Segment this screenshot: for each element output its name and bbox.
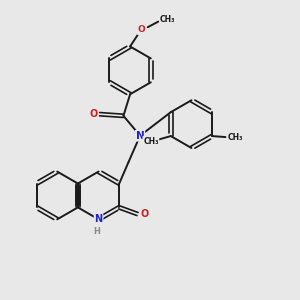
Text: H: H [94,227,100,236]
Text: N: N [136,131,144,141]
Text: O: O [140,209,148,219]
Text: CH₃: CH₃ [228,133,243,142]
Text: CH₃: CH₃ [143,136,159,146]
Text: O: O [138,26,146,34]
Text: O: O [89,109,98,119]
Text: CH₃: CH₃ [160,15,175,24]
Text: N: N [94,214,103,224]
